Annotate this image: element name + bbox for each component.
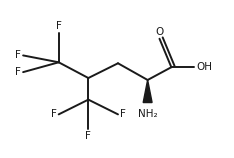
Text: NH₂: NH₂ xyxy=(138,109,157,119)
Text: F: F xyxy=(15,50,21,60)
Text: F: F xyxy=(120,109,126,119)
Text: F: F xyxy=(51,109,57,119)
Polygon shape xyxy=(143,80,152,103)
Text: F: F xyxy=(15,67,21,77)
Text: F: F xyxy=(56,21,62,31)
Text: F: F xyxy=(85,131,91,141)
Text: O: O xyxy=(155,27,164,37)
Text: OH: OH xyxy=(196,62,212,72)
